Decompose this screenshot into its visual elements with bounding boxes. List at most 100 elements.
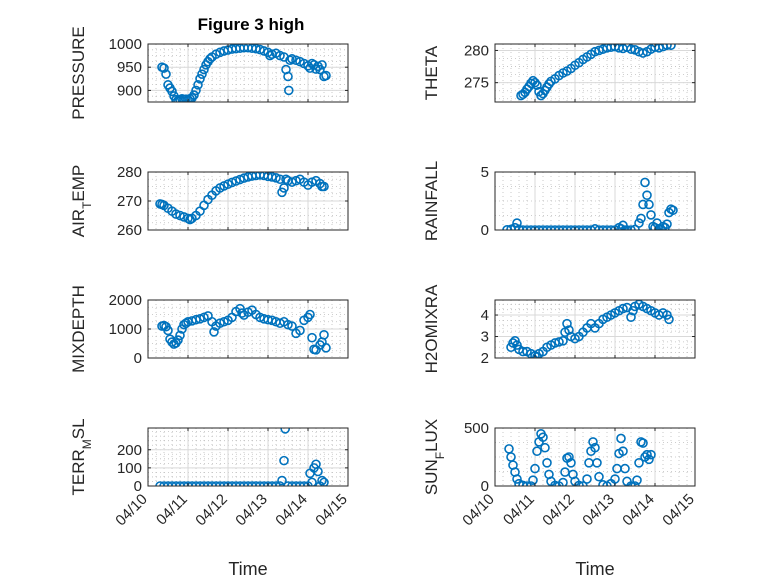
- data-point: [247, 481, 257, 486]
- data-point: [592, 457, 602, 468]
- data-point: [578, 481, 588, 486]
- data-point: [319, 329, 329, 340]
- figure-title: Figure 3 high: [198, 15, 305, 34]
- data-point: [161, 69, 171, 79]
- data-point: [271, 481, 281, 486]
- data-point: [578, 225, 588, 230]
- subplot-5: 0 1000 2000 MIXDEPTH: [69, 285, 349, 373]
- data-point: [646, 449, 656, 460]
- data-point: [512, 474, 522, 484]
- data-point: [189, 90, 199, 100]
- data-point: [550, 225, 560, 230]
- data-point: [554, 337, 564, 347]
- data-point: [235, 481, 245, 486]
- data-point: [522, 481, 532, 486]
- axis-ylabel: PRESSURE: [69, 26, 88, 120]
- data-point: [283, 71, 293, 82]
- y-tick-label: 4: [481, 307, 489, 324]
- data-point: [634, 218, 644, 228]
- data-point: [532, 80, 542, 91]
- data-point: [526, 78, 536, 89]
- y-tick-label: 900: [117, 82, 142, 99]
- data-point: [319, 477, 329, 486]
- data-point: [155, 481, 165, 486]
- data-point: [163, 325, 173, 336]
- data-point: [207, 481, 217, 486]
- y-tick-label: 200: [117, 442, 142, 459]
- data-point: [566, 225, 576, 230]
- y-tick-label: 500: [464, 420, 489, 437]
- data-point: [540, 442, 550, 453]
- axis-ylabel: MIXDEPTH: [69, 285, 88, 373]
- axis-ylabel: H2OMIXRA: [422, 284, 441, 373]
- data-point: [570, 225, 580, 230]
- data-point: [666, 44, 676, 51]
- data-series: [157, 303, 331, 355]
- data-point: [279, 183, 289, 193]
- data-point: [620, 463, 630, 474]
- data-point: [644, 199, 654, 210]
- data-point: [644, 454, 654, 465]
- data-point: [215, 481, 225, 486]
- data-point: [668, 205, 678, 216]
- data-point: [209, 327, 219, 337]
- data-point: [255, 481, 265, 486]
- data-point: [307, 332, 317, 343]
- data-point: [181, 94, 191, 102]
- data-point: [167, 337, 177, 347]
- data-point: [317, 475, 327, 486]
- data-point: [203, 481, 213, 486]
- data-point: [179, 481, 189, 486]
- data-point: [558, 477, 568, 486]
- axis-box: [494, 171, 696, 231]
- data-point: [321, 70, 331, 81]
- subplot-4: 0 5 RAINFALL: [422, 161, 696, 241]
- data-point: [211, 481, 221, 486]
- data-point: [295, 325, 305, 336]
- data-point: [538, 225, 548, 230]
- y-tick-label: 275: [464, 75, 489, 92]
- data-point: [199, 481, 209, 486]
- data-point: [315, 64, 325, 75]
- axis-box: [494, 43, 696, 103]
- data-point: [171, 481, 181, 486]
- data-point: [526, 481, 536, 486]
- data-series: [516, 44, 676, 101]
- data-point: [664, 314, 674, 325]
- data-point: [199, 64, 209, 75]
- data-point: [588, 437, 598, 447]
- data-point: [263, 481, 273, 486]
- data-point: [267, 481, 277, 486]
- data-point: [285, 55, 295, 66]
- data-point: [638, 438, 648, 448]
- y-tick-label: 950: [117, 59, 142, 76]
- y-tick-label: 280: [464, 42, 489, 59]
- data-point: [193, 80, 203, 90]
- data-point: [566, 457, 576, 468]
- y-tick-label: 100: [117, 460, 142, 477]
- subplot-1: 900 950 1000 PRESSURE: [69, 26, 349, 120]
- data-point: [175, 481, 185, 486]
- data-point: [632, 475, 642, 486]
- data-point: [277, 475, 287, 486]
- data-point: [299, 481, 309, 486]
- data-point: [630, 481, 640, 486]
- data-point: [562, 318, 572, 329]
- data-point: [197, 69, 207, 79]
- data-point: [219, 481, 229, 486]
- data-point: [227, 481, 237, 486]
- axis-xlabel: Time: [228, 559, 267, 579]
- data-point: [265, 50, 275, 61]
- axis-ylabel: SUNFLUX: [422, 419, 447, 495]
- data-point: [251, 481, 261, 486]
- data-point: [662, 44, 672, 51]
- data-point: [313, 466, 323, 477]
- axis-ylabel: RAINFALL: [422, 161, 441, 241]
- data-point: [223, 481, 233, 486]
- data-point: [280, 428, 290, 434]
- data-point: [295, 481, 305, 486]
- data-point: [305, 309, 315, 320]
- data-point: [638, 199, 648, 210]
